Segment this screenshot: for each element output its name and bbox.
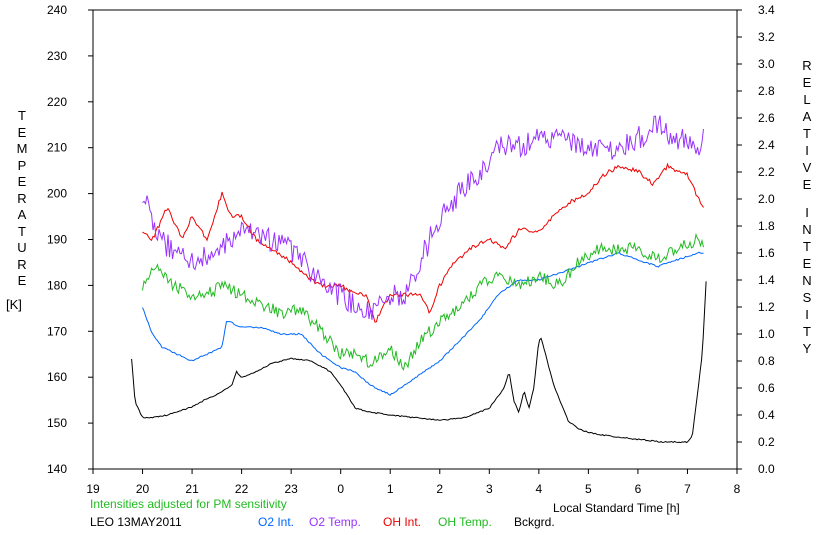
axis-title-letter: Y [802,341,812,356]
x-tick-label: 20 [136,482,150,496]
y-right-tick-label: 0.2 [758,435,775,449]
y-left-tick-label: 160 [47,370,67,384]
axis-title-letter: N [802,273,812,288]
legend-item: OH Temp. [438,515,492,529]
axis-title-letter: T [803,126,811,141]
axis-title-letter: U [17,240,27,255]
note-text: Intensities adjusted for PM sensitivity [90,497,287,511]
y-right-tick-label: 3.0 [758,57,775,71]
y-right-tick-label: 0.4 [758,408,775,422]
y-right-tick-label: 2.6 [758,111,775,125]
y-left-tick-label: 230 [47,49,67,63]
x-tick-label: 21 [185,482,199,496]
y-left-tick-label: 210 [47,141,67,155]
series-line-o2-temp [142,115,704,320]
axis-title-letter: L [803,92,811,107]
y-left-tick-label: 220 [47,95,67,109]
legend-item: OH Int. [383,515,421,529]
y-left-tick-label: 200 [47,187,67,201]
axis-title-letter: T [18,108,26,123]
x-tick-label: 4 [536,482,543,496]
x-tick-label: 6 [635,482,642,496]
x-tick-label: 8 [734,482,741,496]
x-tick-label: 23 [284,482,298,496]
x-axis-title: Local Standard Time [h] [553,501,680,515]
axis-title-letter: T [18,223,26,239]
station-label: LEO 13MAY2011 [90,515,182,529]
axis-title-letter: V [802,160,812,175]
x-tick-label: 5 [585,482,592,496]
axis-title-letter: N [802,222,812,237]
axis-title-letter: E [802,177,812,192]
axis-title-letter: E [17,273,27,288]
axis-title-letter: E [802,75,812,90]
y-left-tick-label: 170 [47,324,67,338]
axis-title-letter: I [805,143,809,158]
y-right-tick-label: 2.2 [758,165,775,179]
right-axis: 0.0 0.2 0.4 0.6 0.8 1.0 1.2 1.4 1.6 1.8 2.0 2.2 2.4 2… [737,3,775,476]
axis-title-letter: R [802,58,812,73]
series-line-o2-int [142,251,704,396]
left-axis: 140 150 160 170 180 190 200 210 220 230 240 [47,3,93,476]
legend-item: O2 Int. [258,515,294,529]
series-line-oh-int [142,162,704,323]
series-line-bckgrd [131,281,707,444]
axis-title-letter: E [17,174,27,189]
y-left-tick-label: 140 [47,462,67,476]
axis-title-letter: A [802,109,812,124]
x-tick-label: 1 [387,482,394,496]
y-right-tick-label: 0.0 [758,462,775,476]
x-tick-label: 0 [337,482,344,496]
y-left-tick-label: 240 [47,3,67,17]
x-tick-label: 22 [235,482,249,496]
y-right-tick-label: 3.4 [758,3,775,17]
series-line-oh-temp [142,232,704,371]
axis-title-letter: I [805,205,809,220]
y-left-tick-label: 180 [47,278,67,292]
y-right-tick-label: 1.0 [758,327,775,341]
y-right-tick-label: 0.6 [758,381,775,395]
y-left-tick-label: 190 [47,233,67,247]
axis-title-letter: T [803,324,811,339]
x-tick-label: 7 [684,482,691,496]
x-tick-label: 2 [436,482,443,496]
y-right-tick-label: 2.4 [758,138,775,152]
y-right-tick-label: 3.2 [758,30,775,44]
legend: O2 Int. O2 Temp. OH Int. OH Temp. Bckgrd. [258,515,555,529]
axis-title-letter: I [805,307,809,322]
axis-title-letter: E [802,256,812,271]
y-right-tick-label: 0.8 [758,354,775,368]
y-right-tick-label: 2.0 [758,192,775,206]
y-right-tick-label: 1.8 [758,219,775,233]
axis-title-letter: A [17,207,27,222]
x-axis: 19 20 21 22 23 0 1 2 3 4 5 6 7 8 [86,469,741,496]
axis-title-letter: S [802,290,812,305]
axis-title-letter: R [17,256,27,272]
y-right-tick-label: 1.6 [758,246,775,260]
legend-item: O2 Temp. [309,515,361,529]
legend-item: Bckgrd. [514,515,555,529]
axis-title-letter: M [16,141,28,156]
y-right-tick-label: 2.8 [758,84,775,98]
axis-title-letter: E [17,124,27,140]
axis-title-letter: T [803,239,811,254]
series-layer [131,115,707,444]
axis-title-letter: P [17,157,27,173]
plot-frame [92,9,738,470]
y-left-unit: [K] [6,297,22,312]
y-right-tick-label: 1.2 [758,300,775,314]
x-tick-label: 19 [86,482,100,496]
y-right-tick-label: 1.4 [758,273,775,287]
x-tick-label: 3 [486,482,493,496]
y-left-tick-label: 150 [47,416,67,430]
axis-title-letter: R [17,190,27,206]
